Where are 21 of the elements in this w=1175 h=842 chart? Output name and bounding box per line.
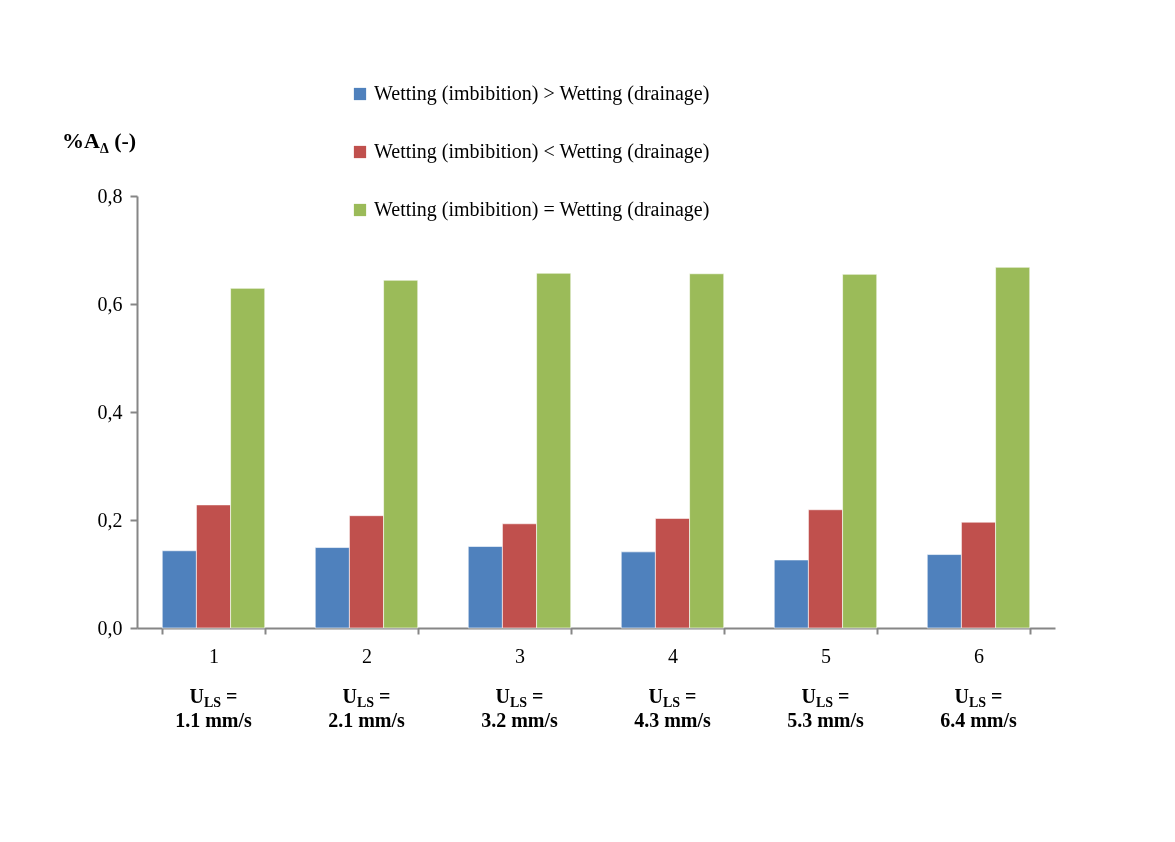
y-tick-label: 0,4	[97, 400, 123, 423]
text: U$_{LS}$ = 3.2 mm/s	[481, 684, 558, 732]
text: U$_{LS}$ = 4.3 mm/s	[634, 684, 711, 732]
y-tick-label: 0,6	[97, 292, 123, 315]
x-tick-label: 6	[974, 644, 984, 667]
y-axis-title: %A$_{Δ}$ (-)	[62, 128, 137, 156]
legend-label: Wetting (imbibition) < Wetting (drainage)	[374, 140, 710, 163]
text: U$_{LS}$ = 1.1 mm/s	[175, 684, 252, 732]
y-tick-label: 0,8	[97, 184, 123, 207]
y-tick-label: 0,2	[97, 508, 123, 531]
x-tick-label: 4	[668, 644, 678, 667]
legend-label: Wetting (imbibition) > Wetting (drainage)	[374, 82, 710, 105]
legend-label: Wetting (imbibition) = Wetting (drainage)	[374, 198, 710, 221]
y-tick-label: 0,0	[97, 616, 123, 639]
x-tick-label: 1	[209, 644, 219, 667]
text: U$_{LS}$ = 6.4 mm/s	[940, 684, 1017, 732]
x-tick-label: 3	[515, 644, 525, 667]
x-tick-label: 2	[362, 644, 372, 667]
text: U$_{LS}$ = 2.1 mm/s	[328, 684, 405, 732]
text: U$_{LS}$ = 5.3 mm/s	[787, 684, 864, 732]
x-tick-label: 5	[821, 644, 831, 667]
